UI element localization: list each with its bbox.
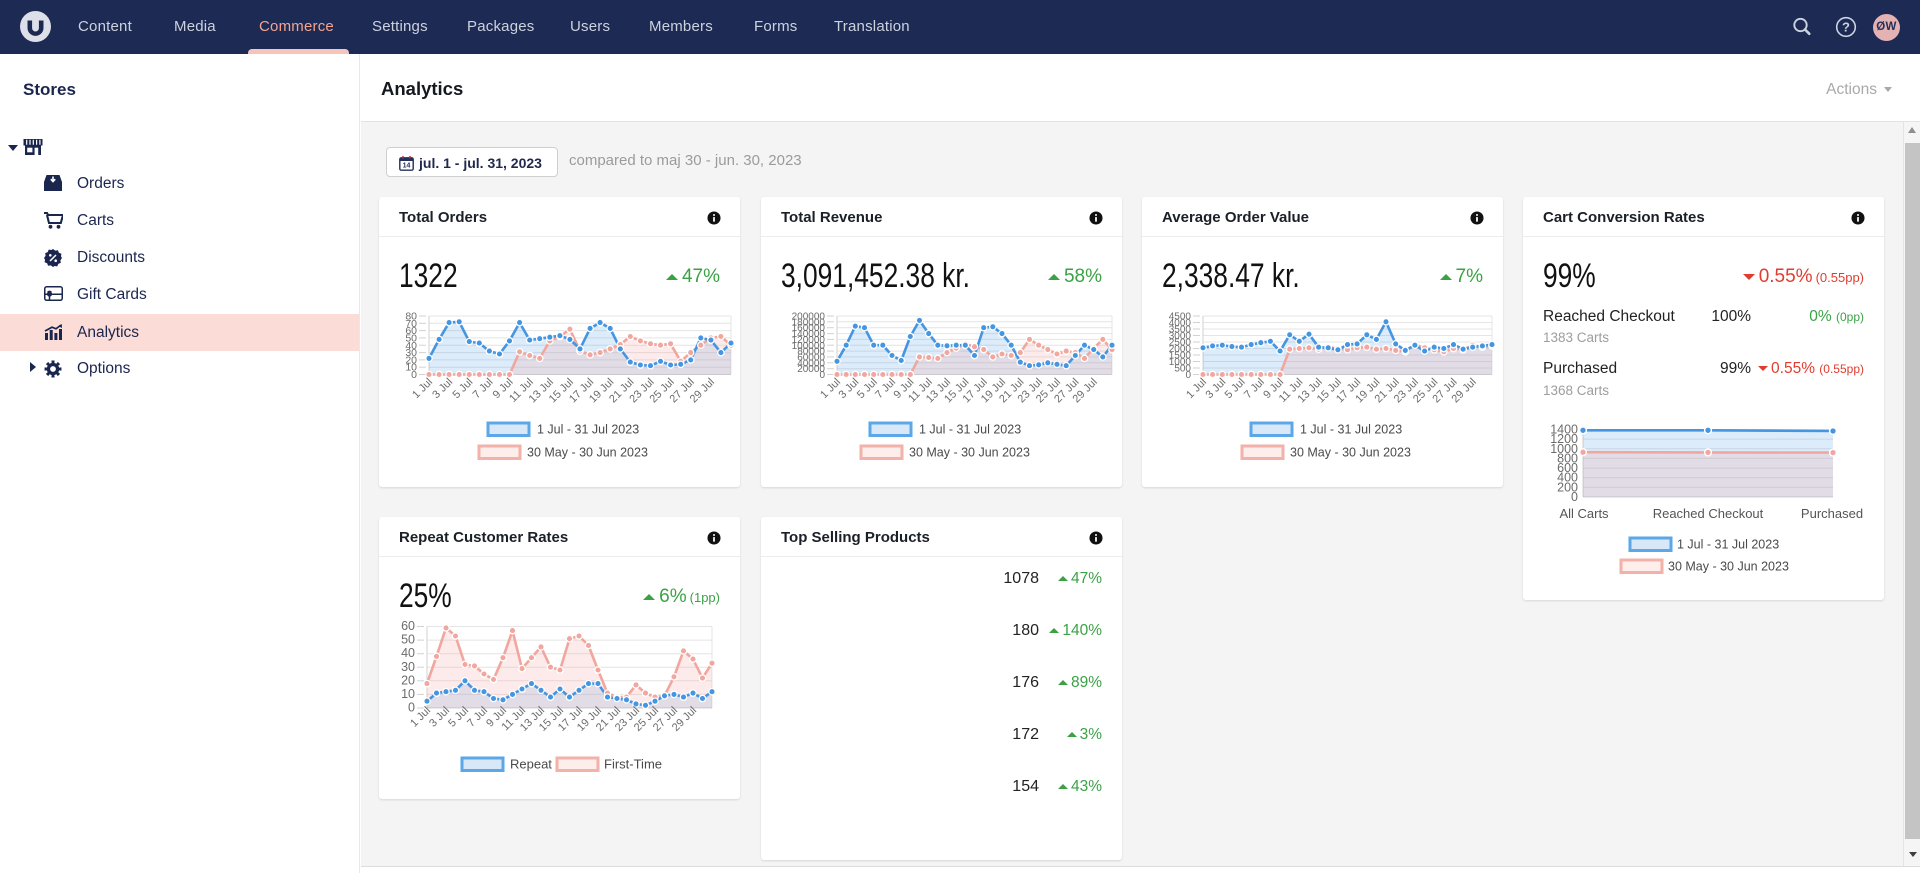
svg-text:First-Time: First-Time — [604, 757, 662, 772]
svg-text:10: 10 — [405, 362, 417, 374]
svg-text:7 Jul: 7 Jul — [1242, 376, 1267, 401]
svg-text:4500: 4500 — [1169, 312, 1192, 323]
svg-text:3500: 3500 — [1169, 325, 1192, 336]
svg-text:200000: 200000 — [792, 312, 826, 323]
svg-text:60000: 60000 — [797, 352, 825, 363]
svg-text:600: 600 — [1557, 461, 1578, 475]
svg-text:1 Jul - 31 Jul 2023: 1 Jul - 31 Jul 2023 — [1677, 538, 1779, 552]
svg-text:3 Jul: 3 Jul — [1203, 376, 1228, 401]
svg-text:0: 0 — [1571, 490, 1578, 504]
svg-text:160000: 160000 — [792, 323, 826, 334]
svg-text:20: 20 — [405, 354, 417, 366]
svg-text:1 Jul - 31 Jul 2023: 1 Jul - 31 Jul 2023 — [919, 423, 1021, 437]
svg-text:40: 40 — [405, 340, 417, 352]
svg-text:1 Jul - 31 Jul 2023: 1 Jul - 31 Jul 2023 — [537, 423, 639, 437]
svg-text:120000: 120000 — [792, 335, 826, 346]
svg-text:30 May - 30 Jun 2023: 30 May - 30 Jun 2023 — [527, 446, 648, 460]
svg-text:40: 40 — [401, 646, 415, 660]
svg-text:Reached Checkout: Reached Checkout — [1653, 506, 1764, 521]
svg-text:1000: 1000 — [1550, 442, 1578, 456]
svg-text:4000: 4000 — [1169, 318, 1192, 329]
svg-text:80000: 80000 — [797, 347, 825, 358]
svg-text:Repeat: Repeat — [510, 757, 552, 772]
svg-text:2000: 2000 — [1169, 344, 1192, 355]
svg-text:All Carts: All Carts — [1559, 506, 1609, 521]
svg-text:60: 60 — [405, 325, 417, 337]
svg-text:1 Jul - 31 Jul 2023: 1 Jul - 31 Jul 2023 — [1300, 423, 1402, 437]
svg-text:30 May - 30 Jun 2023: 30 May - 30 Jun 2023 — [1290, 446, 1411, 460]
svg-text:400: 400 — [1557, 471, 1578, 485]
svg-text:800: 800 — [1557, 451, 1578, 465]
svg-text:500: 500 — [1174, 364, 1191, 375]
svg-text:50: 50 — [401, 633, 415, 647]
svg-text:3 Jul: 3 Jul — [430, 376, 455, 401]
svg-text:3000: 3000 — [1169, 331, 1192, 342]
svg-text:?: ? — [1842, 20, 1850, 35]
svg-text:140000: 140000 — [792, 329, 826, 340]
svg-text:0: 0 — [819, 370, 825, 381]
svg-text:200: 200 — [1557, 480, 1578, 494]
svg-text:0: 0 — [1185, 370, 1191, 381]
svg-text:10: 10 — [401, 687, 415, 701]
svg-text:100000: 100000 — [792, 341, 826, 352]
svg-text:30 May - 30 Jun 2023: 30 May - 30 Jun 2023 — [1668, 560, 1789, 574]
svg-text:30: 30 — [401, 660, 415, 674]
svg-text:7 Jul: 7 Jul — [471, 376, 496, 401]
svg-text:14: 14 — [403, 163, 411, 170]
svg-text:5 Jul: 5 Jul — [1223, 376, 1248, 401]
svg-text:Purchased: Purchased — [1801, 506, 1863, 521]
svg-text:1200: 1200 — [1550, 432, 1578, 446]
svg-text:60: 60 — [401, 619, 415, 633]
svg-text:180000: 180000 — [792, 317, 826, 328]
svg-text:5 Jul: 5 Jul — [450, 376, 475, 401]
svg-text:50: 50 — [405, 332, 417, 344]
svg-text:1500: 1500 — [1169, 351, 1192, 362]
svg-text:30: 30 — [405, 347, 417, 359]
svg-text:40000: 40000 — [797, 358, 825, 369]
svg-text:1000: 1000 — [1169, 357, 1192, 368]
svg-text:30 May - 30 Jun 2023: 30 May - 30 Jun 2023 — [909, 446, 1030, 460]
svg-text:20000: 20000 — [797, 364, 825, 375]
svg-text:70: 70 — [405, 318, 417, 330]
svg-text:0: 0 — [411, 369, 417, 381]
svg-text:1400: 1400 — [1550, 423, 1578, 437]
svg-text:80: 80 — [405, 311, 417, 323]
svg-text:0: 0 — [408, 701, 415, 715]
svg-text:2500: 2500 — [1169, 338, 1192, 349]
svg-text:20: 20 — [401, 673, 415, 687]
